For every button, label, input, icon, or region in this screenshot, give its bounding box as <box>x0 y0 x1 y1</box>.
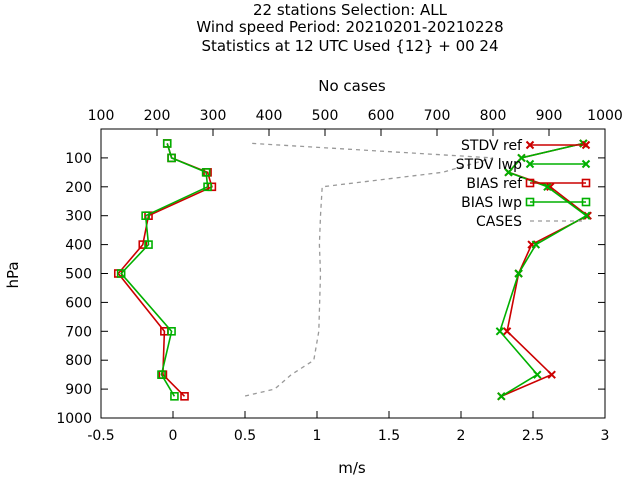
x-tick-label: 1 <box>313 428 322 444</box>
series-cases <box>243 142 494 397</box>
data-point <box>167 153 176 163</box>
legend-label: BIAS lwp <box>461 195 522 211</box>
data-point <box>170 392 179 401</box>
data-point <box>583 211 592 220</box>
legend-entry: STDV lwp <box>456 157 591 173</box>
legend-label: CASES <box>476 214 522 230</box>
legend-marker <box>581 140 591 150</box>
series-bias-lwp <box>116 139 212 401</box>
data-point <box>582 211 591 220</box>
x2-tick-label: 400 <box>256 108 283 124</box>
data-point <box>141 211 150 220</box>
data-point <box>167 326 176 336</box>
axis-ticks: -0.5 0 0.5 1 1.5 2 2.5 3 100 200 300 400 500 600 700 80… <box>56 108 622 444</box>
y-tick-label: 900 <box>65 382 92 398</box>
x2-tick-label: 1000 <box>587 108 623 124</box>
x-tick-label: 2 <box>457 428 466 444</box>
x-axis-label: m/s <box>338 459 366 477</box>
title-line-2: Wind speed Period: 20210201-20210228 <box>196 18 503 36</box>
legend-marker <box>581 197 591 207</box>
y-tick-label: 100 <box>65 151 92 167</box>
plot-area <box>113 139 592 401</box>
x2-tick-label: 900 <box>536 108 563 124</box>
data-point <box>116 269 126 278</box>
y-tick-label: 800 <box>65 353 92 369</box>
data-point <box>514 269 523 278</box>
x2-tick-label: 500 <box>312 108 339 124</box>
data-point <box>497 392 506 401</box>
legend-marker <box>581 178 591 188</box>
x2-tick-label: 800 <box>480 108 507 124</box>
legend-marker <box>581 159 591 169</box>
y-tick-label: 1000 <box>56 411 92 427</box>
x-tick-label: -0.5 <box>87 428 114 444</box>
data-point <box>203 182 212 192</box>
legend-label: STDV ref <box>461 138 523 154</box>
data-point <box>495 327 505 336</box>
legend-entry: STDV ref <box>461 138 591 154</box>
x-tick-label: 0 <box>169 428 178 444</box>
data-point <box>144 240 153 249</box>
y-tick-label: 300 <box>65 209 92 225</box>
series-line <box>499 142 588 397</box>
data-point <box>547 370 556 379</box>
legend-marker <box>525 178 535 188</box>
title-line-3: Statistics at 12 UTC Used {12} + 00 24 <box>201 37 498 55</box>
y-tick-label: 400 <box>65 238 92 254</box>
legend-label: BIAS ref <box>466 176 523 192</box>
data-point <box>502 327 512 336</box>
data-point <box>543 182 552 192</box>
legend-label: STDV lwp <box>456 157 522 173</box>
series-line <box>243 142 494 397</box>
data-point <box>517 153 526 163</box>
data-point <box>533 370 542 379</box>
x2-axis-label: No cases <box>318 77 386 95</box>
x-tick-label: 0.5 <box>234 428 256 444</box>
data-point <box>138 240 148 249</box>
x2-tick-label: 300 <box>200 108 227 124</box>
data-point <box>180 392 189 401</box>
legend-marker <box>525 140 535 150</box>
y-tick-label: 600 <box>65 295 92 311</box>
x-tick-label: 3 <box>601 428 610 444</box>
legend-entry: BIAS lwp <box>461 195 591 211</box>
y-axis-label: hPa <box>4 261 22 288</box>
title-line-1: 22 stations Selection: ALL <box>253 1 448 19</box>
data-point <box>162 139 172 148</box>
chart-title: 22 stations Selection: ALL Wind speed Pe… <box>196 1 503 55</box>
y-tick-label: 700 <box>65 324 92 340</box>
legend-marker <box>525 159 535 169</box>
data-point <box>504 168 513 177</box>
x-tick-label: 2.5 <box>522 428 544 444</box>
x2-tick-label: 600 <box>368 108 395 124</box>
x2-tick-label: 100 <box>88 108 115 124</box>
data-point <box>157 370 166 379</box>
data-point <box>546 182 555 192</box>
series-stdv-lwp <box>495 139 591 401</box>
plot-frame <box>100 128 606 419</box>
series-line <box>120 143 209 397</box>
legend-marker <box>525 197 535 207</box>
legend: STDV ref STDV lwp BIAS ref BIAS lwp CASES <box>456 138 591 230</box>
x2-tick-label: 200 <box>144 108 171 124</box>
x2-tick-label: 700 <box>424 108 451 124</box>
legend-entry: CASES <box>476 214 586 230</box>
y-tick-label: 500 <box>65 267 92 283</box>
x-tick-label: 1.5 <box>378 428 400 444</box>
legend-entry: BIAS ref <box>466 176 591 192</box>
y-tick-label: 200 <box>65 180 92 196</box>
data-point <box>531 240 541 249</box>
data-point <box>201 168 211 177</box>
